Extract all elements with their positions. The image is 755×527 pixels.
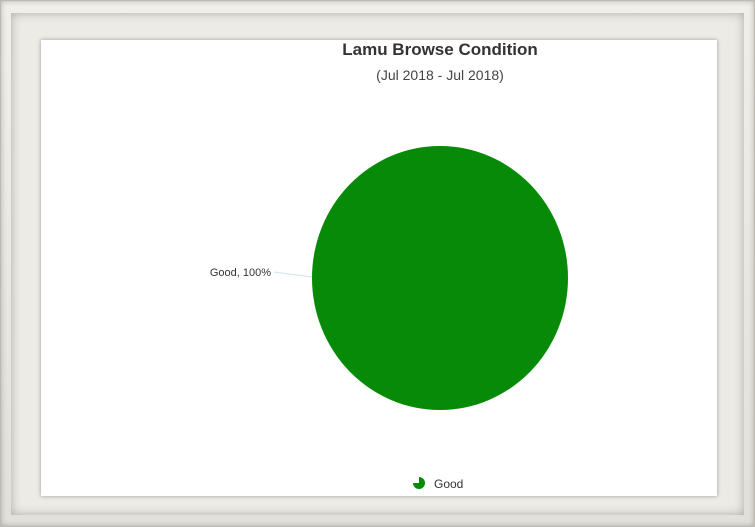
legend[interactable]: Good <box>413 477 463 491</box>
pie-chart: Lamu Browse Condition (Jul 2018 - Jul 20… <box>210 40 568 491</box>
legend-pie-icon <box>413 477 425 489</box>
chart-subtitle: (Jul 2018 - Jul 2018) <box>376 67 504 83</box>
slice-label-good: Good, 100% <box>210 267 271 279</box>
slice-label-connector <box>273 271 313 278</box>
legend-item-good[interactable]: Good <box>434 477 463 491</box>
chart-title: Lamu Browse Condition <box>342 40 538 59</box>
pie-slice-good[interactable] <box>312 146 568 410</box>
pie-slices <box>312 146 568 410</box>
chart-panel: Lamu Browse Condition (Jul 2018 - Jul 20… <box>41 40 717 496</box>
